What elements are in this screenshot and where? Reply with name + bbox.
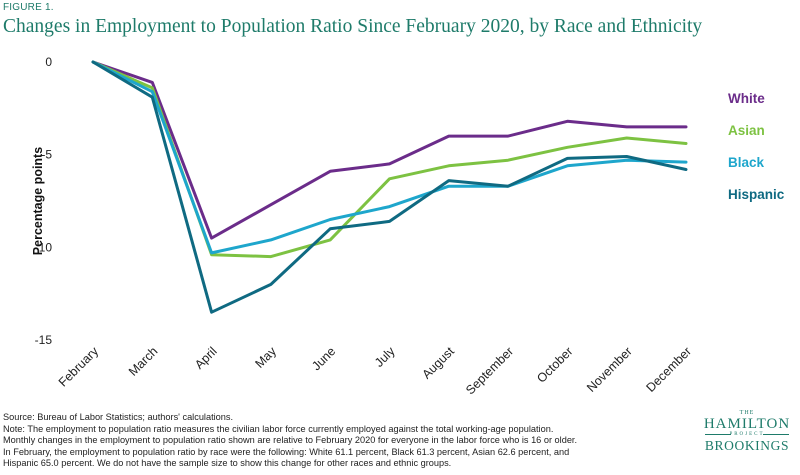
x-tick-label: March <box>126 344 160 378</box>
x-tick-label: October <box>534 344 575 385</box>
line-chart: 0 -5 -10 -15 Percentage points February March A… <box>31 55 785 397</box>
x-tick-label: April <box>192 344 220 372</box>
note-line: Source: Bureau of Labor Statistics; auth… <box>3 412 234 422</box>
logo-project: PROJECT <box>697 432 797 437</box>
legend-label-hispanic: Hispanic <box>728 187 785 202</box>
x-tick-label: May <box>252 344 279 371</box>
note-line: Hispanic 65.0 percent. We do not have th… <box>3 458 452 469</box>
logo-brookings: BROOKINGS <box>704 438 790 453</box>
figure-label: FIGURE 1. <box>3 2 54 13</box>
logo-hamilton: HAMILTON <box>703 416 791 432</box>
logo-the: THE <box>739 410 755 416</box>
note-line: Note: The employment to population ratio… <box>3 423 554 434</box>
y-tick-label: -5 <box>41 148 52 162</box>
legend-label-white: White <box>728 91 765 106</box>
x-tick-label: August <box>419 344 457 382</box>
hamilton-brookings-logo: THE HAMILTON PROJECT BROOKINGS <box>697 410 797 455</box>
legend-label-black: Black <box>728 155 765 170</box>
x-tick-label: November <box>584 344 635 395</box>
note-line: In February, the employment to populatio… <box>3 446 570 457</box>
chart-title: Changes in Employment to Population Rati… <box>3 16 703 37</box>
y-tick-label: -15 <box>35 333 53 347</box>
x-tick-label: February <box>56 344 102 390</box>
legend-label-asian: Asian <box>728 123 765 138</box>
y-tick-label: 0 <box>45 55 52 69</box>
series-line-black <box>91 60 688 255</box>
source-notes: Source: Bureau of Labor Statistics; auth… <box>3 412 693 470</box>
series-line-white <box>91 60 688 240</box>
series-line-hispanic <box>91 60 688 314</box>
x-tick-label: December <box>643 344 694 395</box>
y-axis-label: Percentage points <box>31 147 45 255</box>
note-line: Monthly changes in the employment to pop… <box>3 435 578 446</box>
x-tick-label: July <box>372 344 398 370</box>
x-tick-label: June <box>309 344 338 373</box>
x-tick-label: September <box>463 344 516 397</box>
y-tick-label: -10 <box>35 240 53 254</box>
